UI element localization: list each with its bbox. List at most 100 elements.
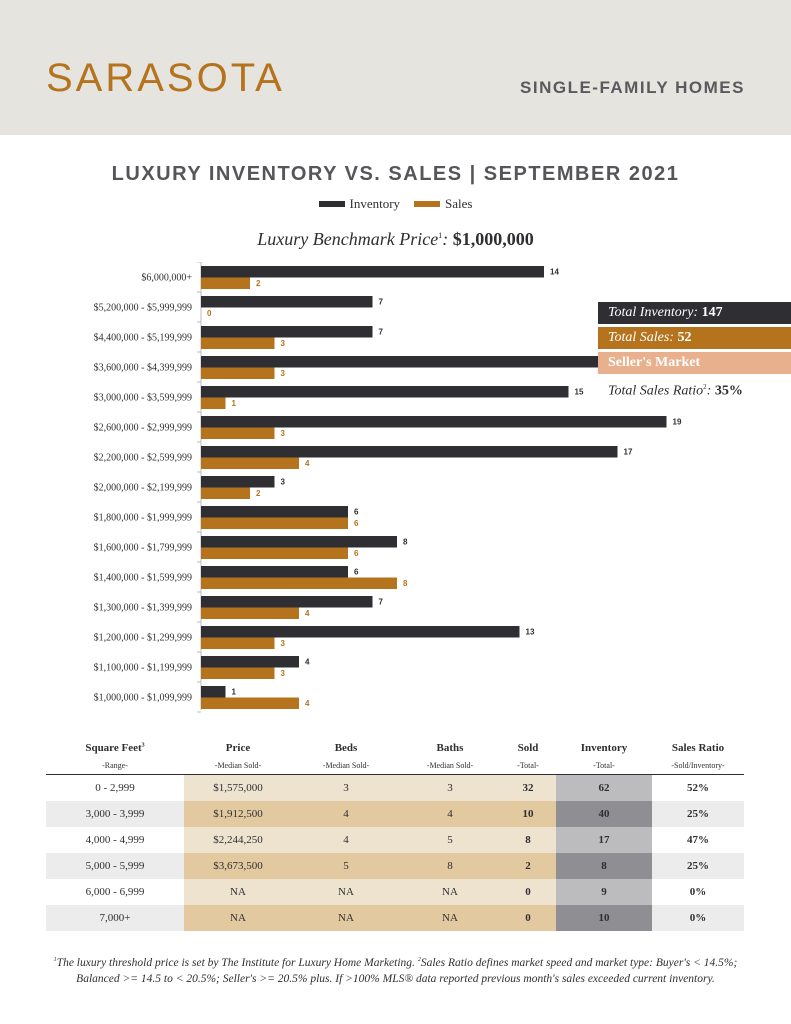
table-header-row: Square Feet3 Price Beds Baths Sold Inventory S… (46, 740, 744, 756)
table-cell: 9 (556, 879, 652, 905)
total-inventory-label: Total Inventory: (608, 305, 699, 320)
table-cell: 6,000 - 6,999 (46, 879, 184, 905)
category-label: $2,600,000 - $2,999,999 (94, 423, 192, 434)
total-inventory-box: Total Inventory: 147 (598, 302, 791, 324)
category-label: $1,300,000 - $1,399,999 (94, 603, 192, 614)
benchmark-sup: 1 (438, 231, 443, 240)
inventory-data-label: 7 (379, 328, 384, 337)
table-cell: 0% (652, 879, 744, 905)
category-label: $2,000,000 - $2,199,999 (94, 483, 192, 494)
column-subheader: -Median Sold- (400, 756, 500, 775)
column-subheader: -Total- (556, 756, 652, 775)
inventory-bar (201, 296, 373, 308)
sales-data-label: 2 (256, 489, 261, 498)
table-row: 7,000+ NA NA NA 0 10 0% (46, 905, 744, 931)
category-label: $1,400,000 - $1,599,999 (94, 573, 192, 584)
inventory-data-label: 15 (575, 388, 584, 397)
column-header: Sold (500, 740, 556, 756)
column-header: Square Feet3 (46, 740, 184, 756)
inventory-data-label: 4 (305, 658, 310, 667)
inventory-bar (201, 566, 348, 578)
sales-data-label: 3 (281, 339, 286, 348)
sales-bar (201, 487, 250, 499)
table-cell: 0% (652, 905, 744, 931)
total-inventory-value: 147 (701, 305, 723, 320)
sales-bar (201, 517, 348, 529)
table-cell: 8 (400, 853, 500, 879)
legend-label-sales: Sales (445, 196, 473, 211)
total-sales-label: Total Sales: (608, 330, 674, 345)
chart-legend: Inventory Sales (0, 196, 791, 212)
inventory-bar (201, 596, 373, 608)
table-row: 0 - 2,999 $1,575,000 3 3 32 62 52% (46, 774, 744, 801)
bar-chart: $6,000,000+142$5,200,000 - $5,999,99970$… (94, 262, 791, 713)
category-label: $2,200,000 - $2,599,999 (94, 453, 192, 464)
benchmark-price: Luxury Benchmark Price1: $1,000,000 (257, 229, 534, 249)
category-label: $1,100,000 - $1,199,999 (94, 663, 192, 674)
inventory-data-label: 1 (232, 688, 237, 697)
inventory-data-label: 7 (379, 298, 384, 307)
column-subheader: -Median Sold- (184, 756, 292, 775)
column-subheader: -Median Sold- (292, 756, 400, 775)
table-cell: NA (400, 879, 500, 905)
legend-swatch-inventory (318, 201, 345, 207)
inventory-bar (201, 686, 226, 698)
inventory-data-label: 19 (673, 418, 682, 427)
inventory-data-label: 17 (624, 448, 633, 457)
sales-ratio-label: Total Sales Ratio (608, 383, 704, 399)
table-row: 3,000 - 3,999 $1,912,500 4 4 10 40 25% (46, 801, 744, 827)
legend-item-inventory: Inventory (318, 196, 401, 212)
table-cell: $1,575,000 (184, 774, 292, 801)
inventory-data-label: 3 (281, 478, 286, 487)
inventory-bar (201, 626, 520, 638)
table-cell: 8 (556, 853, 652, 879)
column-subheader: -Sold/Inventory- (652, 756, 744, 775)
inventory-data-label: 7 (379, 598, 384, 607)
table-cell: NA (184, 879, 292, 905)
table-cell: $3,673,500 (184, 853, 292, 879)
table-cell: 32 (500, 774, 556, 801)
table-cell: 0 - 2,999 (46, 774, 184, 801)
sales-bar (201, 367, 275, 379)
category-label: $3,600,000 - $4,399,999 (94, 363, 192, 374)
sales-ratio-box: Total Sales Ratio2: 35% (608, 383, 743, 399)
legend-label-inventory: Inventory (349, 196, 401, 211)
table-cell: NA (400, 905, 500, 931)
inventory-bar (201, 386, 569, 398)
column-header: Beds (292, 740, 400, 756)
market-type: Seller's Market (608, 355, 701, 370)
inventory-bar (201, 476, 275, 488)
sales-data-label: 3 (281, 639, 286, 648)
table-cell: 17 (556, 827, 652, 853)
table-cell: 47% (652, 827, 744, 853)
table-cell: 7,000+ (46, 905, 184, 931)
category-label: $4,400,000 - $5,199,999 (94, 333, 192, 344)
property-type: SINGLE-FAMILY HOMES (520, 78, 745, 97)
sales-data-label: 4 (305, 609, 310, 618)
table-cell: 0 (500, 905, 556, 931)
column-header-label: Inventory (580, 742, 628, 754)
column-subheader: -Range- (46, 756, 184, 775)
category-label: $1,600,000 - $1,799,999 (94, 543, 192, 554)
category-label: $1,800,000 - $1,999,999 (94, 513, 192, 524)
table-cell: 5 (400, 827, 500, 853)
column-subheader: -Total- (500, 756, 556, 775)
column-header: Price (184, 740, 292, 756)
column-header: Sales Ratio (652, 740, 744, 756)
table-cell: 4,000 - 4,999 (46, 827, 184, 853)
sales-data-label: 8 (403, 579, 408, 588)
footnote-line1b: Sales Ratio defines market speed and mar… (420, 956, 738, 969)
table-cell: NA (184, 905, 292, 931)
inventory-bar (201, 356, 791, 368)
sales-bar (201, 697, 299, 709)
sales-data-label: 2 (256, 279, 261, 288)
table-cell: 52% (652, 774, 744, 801)
inventory-bar (201, 326, 373, 338)
sales-bar (201, 637, 275, 649)
table-cell: $2,244,250 (184, 827, 292, 853)
inventory-data-label: 6 (354, 508, 359, 517)
inventory-bar (201, 446, 618, 458)
inventory-bar (201, 266, 544, 278)
column-header: Inventory (556, 740, 652, 756)
table-row: 5,000 - 5,999 $3,673,500 5 8 2 8 25% (46, 853, 744, 879)
